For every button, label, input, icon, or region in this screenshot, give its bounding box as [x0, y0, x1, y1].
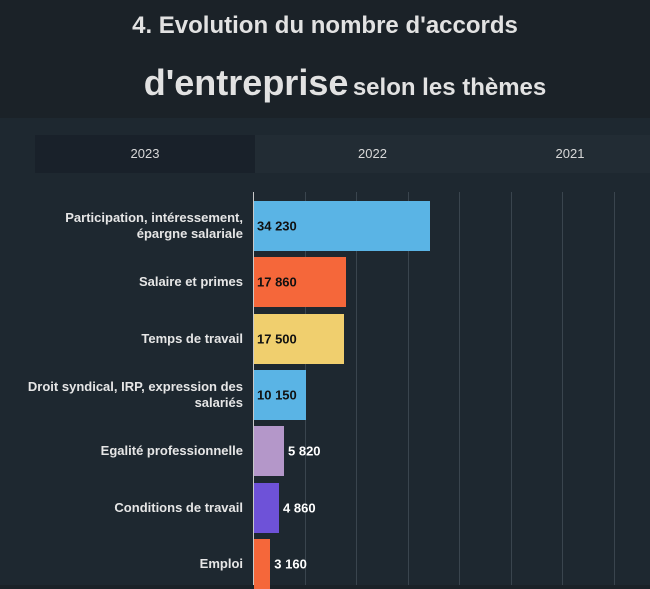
bar	[254, 257, 347, 308]
bar	[254, 538, 271, 589]
bar	[254, 482, 280, 533]
title-rest: selon les thèmes	[352, 74, 547, 101]
title-big: d'entreprise	[143, 62, 349, 103]
grid-line	[407, 192, 409, 585]
category-label: Participation, intéressement, épargne sa…	[65, 210, 243, 241]
title-line2: d'entreprise selon les thèmes	[0, 62, 650, 104]
grid-line	[459, 192, 461, 585]
value-label: 10 150	[257, 387, 297, 403]
category-label: Droit syndical, IRP, expression des sala…	[27, 378, 243, 410]
value-label: 4 860	[283, 500, 316, 515]
tab[interactable]: 2022	[255, 135, 490, 173]
category-label: Emploi	[199, 555, 243, 571]
bar	[254, 201, 431, 251]
category-label: Conditions de travail	[114, 499, 243, 515]
grid-line	[613, 192, 615, 585]
value-label: 34 230	[257, 218, 297, 234]
category-label: Salaire et primes	[138, 274, 243, 290]
title: 4. Evolution du nombre d'accords	[132, 12, 518, 39]
value-label: 17 500	[257, 331, 297, 347]
tab[interactable]: 2021	[490, 135, 650, 173]
grid-line	[356, 192, 358, 585]
category-label: Temps de travail	[141, 330, 243, 346]
value-label: 3 160	[274, 556, 307, 572]
bar	[254, 313, 345, 364]
grid-line	[562, 192, 564, 585]
grid-line	[253, 192, 254, 585]
value-label: 5 820	[288, 443, 321, 459]
grid-line	[510, 192, 512, 585]
bar	[254, 426, 284, 477]
bar	[254, 369, 307, 420]
category-label: Egalité professionnelle	[100, 443, 243, 459]
value-label: 17 860	[257, 274, 297, 290]
tab[interactable]: 2023	[35, 135, 255, 173]
